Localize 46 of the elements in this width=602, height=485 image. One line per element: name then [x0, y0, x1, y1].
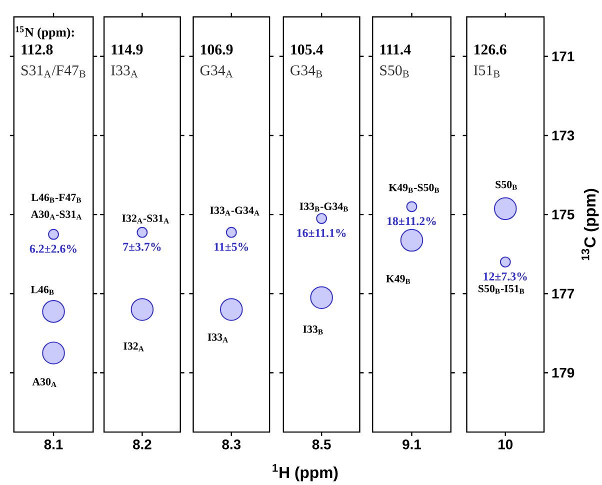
x-tick-label: 10: [498, 440, 513, 450]
y-tick-label: 179: [552, 368, 574, 378]
text: S50$_{B}$: [380, 66, 409, 78]
annotation: $^{15}$N (ppm):: [16, 26, 74, 40]
annotation: K49$_{B}$: [386, 275, 410, 284]
x-tick-label: 8.5: [312, 440, 331, 450]
annotation: A30$_{A}$-S31$_{A}$: [30, 210, 82, 220]
annotation: A30$_{A}$: [32, 378, 56, 388]
data-label: 11±5%: [214, 243, 248, 252]
data-label: 18±11.2%: [387, 217, 436, 226]
y-tick-label: 175: [552, 210, 574, 220]
y-tick-label: 173: [552, 130, 574, 141]
text: S31$_{A}$/F47$_{B}$: [22, 66, 86, 78]
text: 111.4: [380, 44, 411, 55]
y-axis-title: $^{13}$C (ppm): [581, 189, 599, 260]
text: 106.9: [200, 44, 233, 55]
data-label: 12±7.3%: [484, 272, 527, 281]
text: 112.8: [22, 44, 53, 55]
text: G34$_{A}$: [200, 66, 233, 78]
annotation: I33$_{B}$-G34$_{B}$: [300, 202, 348, 212]
annotation: I33$_{A}$-G34$_{A}$: [210, 206, 260, 216]
annotation: L46$_{B}$-F47$_{B}$: [31, 194, 82, 203]
data-label: 16±11.1%: [297, 229, 346, 238]
text: G34$_{B}$: [290, 66, 322, 78]
annotation: I32$_{A}$-S31$_{A}$: [122, 214, 169, 224]
x-axis-title: $^{1}$H (ppm): [272, 464, 338, 482]
annotation: S50$_{B}$-I51$_{B}$: [478, 285, 524, 294]
text: 114.9: [112, 44, 143, 55]
text: I33$_{A}$: [111, 66, 138, 78]
annotation: S50$_{B}$: [496, 181, 517, 190]
x-tick-label: 8.1: [44, 440, 63, 450]
y-tick-label: 177: [552, 289, 574, 299]
data-label: 7±3.7%: [123, 243, 161, 252]
annotation: I33$_{B}$: [303, 326, 323, 335]
data-label: 6.2±2.6%: [30, 244, 76, 254]
x-tick-label: 9.1: [402, 440, 422, 450]
annotation: K49$_{B}$-S50$_{B}$: [388, 184, 440, 193]
x-tick-label: 8.2: [133, 440, 152, 450]
annotation: L46$_{B}$: [30, 286, 54, 295]
x-tick-label: 8.3: [222, 440, 241, 450]
annotation: I33$_{A}$: [208, 334, 228, 343]
annotation: I32$_{A}$: [124, 342, 144, 352]
text: 126.6: [474, 44, 506, 55]
text: 105.4: [291, 44, 324, 55]
y-tick-label: 171: [552, 52, 574, 62]
text: I51$_{B}$: [474, 66, 500, 78]
